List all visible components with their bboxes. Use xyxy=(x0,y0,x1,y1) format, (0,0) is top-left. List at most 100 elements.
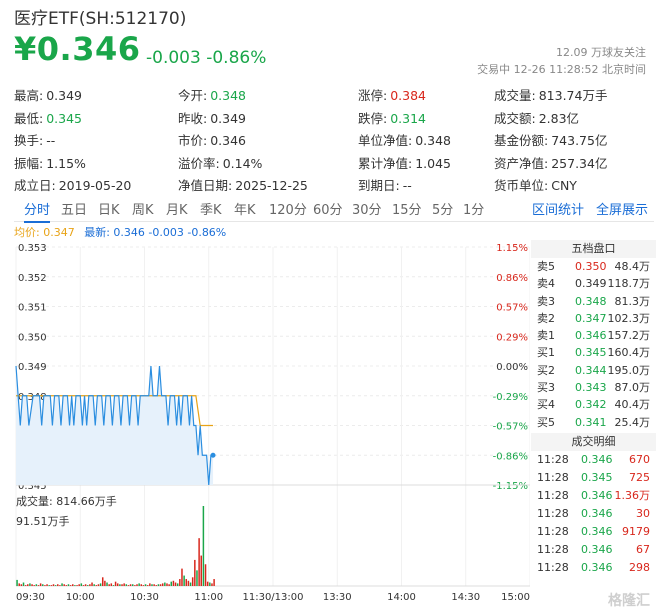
volume-bar xyxy=(35,584,38,586)
trades-list: 11:28 0.346 670 11:28 0.345 725 11:28 0.346 1.36… xyxy=(531,451,656,577)
y-tick-label: 0.352 xyxy=(18,273,47,284)
volume-bar xyxy=(129,584,132,586)
volume-bar xyxy=(204,564,207,586)
y-pct-tick-label: 0.29% xyxy=(496,332,528,343)
stat-item: 基金份额: 743.75亿 xyxy=(494,133,608,148)
volume-bar xyxy=(27,584,29,586)
volume-bar xyxy=(29,583,31,586)
volume-bar xyxy=(65,585,68,586)
latest-price-dot xyxy=(210,452,216,458)
orderbook-row: 卖5 0.350 48.4万 xyxy=(531,258,656,275)
trade-volume: 30 xyxy=(636,506,650,520)
trade-volume: 670 xyxy=(629,452,650,466)
orderbook-row: 卖2 0.347 102.3万 xyxy=(531,310,656,327)
orderbook-level: 卖1 xyxy=(537,329,555,343)
volume-bar xyxy=(67,584,70,586)
orderbook-qty: 195.0万 xyxy=(607,363,651,377)
volume-bar xyxy=(95,585,98,586)
tab-1min[interactable]: 1分 xyxy=(463,203,485,218)
volume-bar xyxy=(209,582,211,586)
tab-yearly-k[interactable]: 年K xyxy=(234,203,256,218)
volume-bar xyxy=(22,582,25,586)
volume-bar xyxy=(157,584,160,586)
volume-bar xyxy=(185,579,188,586)
volume-bar xyxy=(93,584,95,586)
y-tick-label: 0.345 xyxy=(18,481,47,492)
volume-bar xyxy=(61,583,63,586)
fullscreen-button[interactable]: 全屏展示 xyxy=(596,203,649,218)
interval-stats-button[interactable]: 区间统计 xyxy=(532,203,585,218)
intraday-chart[interactable]: 0.353 1.15% 0.352 0.86% 0.351 0.57% 0.350 0.29%… xyxy=(0,236,530,606)
volume-bar xyxy=(168,584,170,586)
orderbook-level: 买1 xyxy=(537,346,555,360)
trade-volume: 725 xyxy=(629,470,650,484)
stat-item: 资产净值: 257.34亿 xyxy=(494,155,608,171)
x-tick-label: 11:00 xyxy=(194,592,223,603)
tab-monthly-k[interactable]: 月K xyxy=(166,203,188,218)
orderbook-qty: 160.4万 xyxy=(607,346,651,360)
y-tick-label: 0.353 xyxy=(18,243,47,254)
volume-bar xyxy=(74,585,76,586)
volume-bar xyxy=(146,585,149,586)
volume-bar xyxy=(31,584,33,586)
x-tick-label: 14:30 xyxy=(451,592,480,603)
volume-bar xyxy=(121,584,123,586)
trade-time: 11:28 xyxy=(537,488,569,502)
volume-bar xyxy=(136,584,138,586)
stat-item: 振幅: 1.15% xyxy=(14,155,86,171)
volume-bar xyxy=(202,506,205,586)
volume-bar xyxy=(52,584,55,586)
trade-volume: 298 xyxy=(629,560,650,574)
stats-grid: 最高: 0.349 今开: 0.348 涨停: 0.384 成交量: 813.74万手 … xyxy=(14,82,644,195)
orderbook-row: 卖3 0.348 81.3万 xyxy=(531,293,656,310)
volume-max-label: 91.51万手 xyxy=(16,515,70,528)
stat-item: 最低: 0.345 xyxy=(14,110,83,126)
volume-bar xyxy=(123,583,125,586)
volume-bar xyxy=(110,583,113,586)
volume-bar xyxy=(116,583,119,586)
tab-5day[interactable]: 五日 xyxy=(61,203,88,218)
trade-time: 11:28 xyxy=(537,560,569,574)
orderbook-price: 0.346 xyxy=(575,329,607,343)
tab-30min[interactable]: 30分 xyxy=(352,203,382,218)
tab-weekly-k[interactable]: 周K xyxy=(132,203,154,218)
stat-item: 净值日期: 2025-12-25 xyxy=(178,178,308,193)
legend-latest: 最新: 0.346 -0.003 -0.86% xyxy=(84,226,227,239)
y-tick-label: 0.350 xyxy=(18,332,47,343)
y-pct-tick-label: 1.15% xyxy=(496,243,528,254)
volume-bar xyxy=(131,584,134,586)
orderbook-qty: 87.0万 xyxy=(614,381,651,395)
volume-bar xyxy=(151,584,153,586)
trading-status: 交易中 12-26 11:28:52 北京时间 xyxy=(477,63,646,76)
orderbook-price: 0.341 xyxy=(575,415,607,429)
orderbook-row: 买4 0.342 40.4万 xyxy=(531,396,656,413)
orderbook-row: 卖1 0.346 157.2万 xyxy=(531,327,656,344)
trade-time: 11:28 xyxy=(537,470,569,484)
volume-bar xyxy=(125,584,128,586)
orderbook-price: 0.344 xyxy=(575,363,607,377)
orderbook-price: 0.342 xyxy=(575,398,607,412)
trade-row: 11:28 0.346 670 xyxy=(531,451,656,469)
tab-120min[interactable]: 120分 xyxy=(269,203,307,218)
orderbook-row: 买3 0.343 87.0万 xyxy=(531,379,656,396)
y-pct-tick-label: -1.15% xyxy=(493,481,528,492)
trades-title: 成交明细 xyxy=(531,432,656,451)
x-tick-label: 10:30 xyxy=(130,592,159,603)
tab-daily-k[interactable]: 日K xyxy=(98,203,120,218)
stat-item: 市价: 0.346 xyxy=(178,133,247,148)
volume-bar xyxy=(84,584,87,586)
volume-bar xyxy=(33,585,35,586)
volume-bar xyxy=(112,585,115,586)
stat-item: 昨收: 0.349 xyxy=(178,110,247,126)
volume-bar xyxy=(63,584,65,586)
price-area xyxy=(16,366,214,485)
stat-item: 成交量: 813.74万手 xyxy=(494,88,608,103)
tab-5min[interactable]: 5分 xyxy=(432,203,454,218)
volume-bar xyxy=(198,538,200,586)
tab-15min[interactable]: 15分 xyxy=(392,203,422,218)
volume-bar xyxy=(170,581,173,586)
volume-bar xyxy=(16,579,18,586)
tab-intraday[interactable]: 分时 xyxy=(24,199,51,223)
tab-60min[interactable]: 60分 xyxy=(313,203,343,218)
tab-quarterly-k[interactable]: 季K xyxy=(200,203,222,218)
